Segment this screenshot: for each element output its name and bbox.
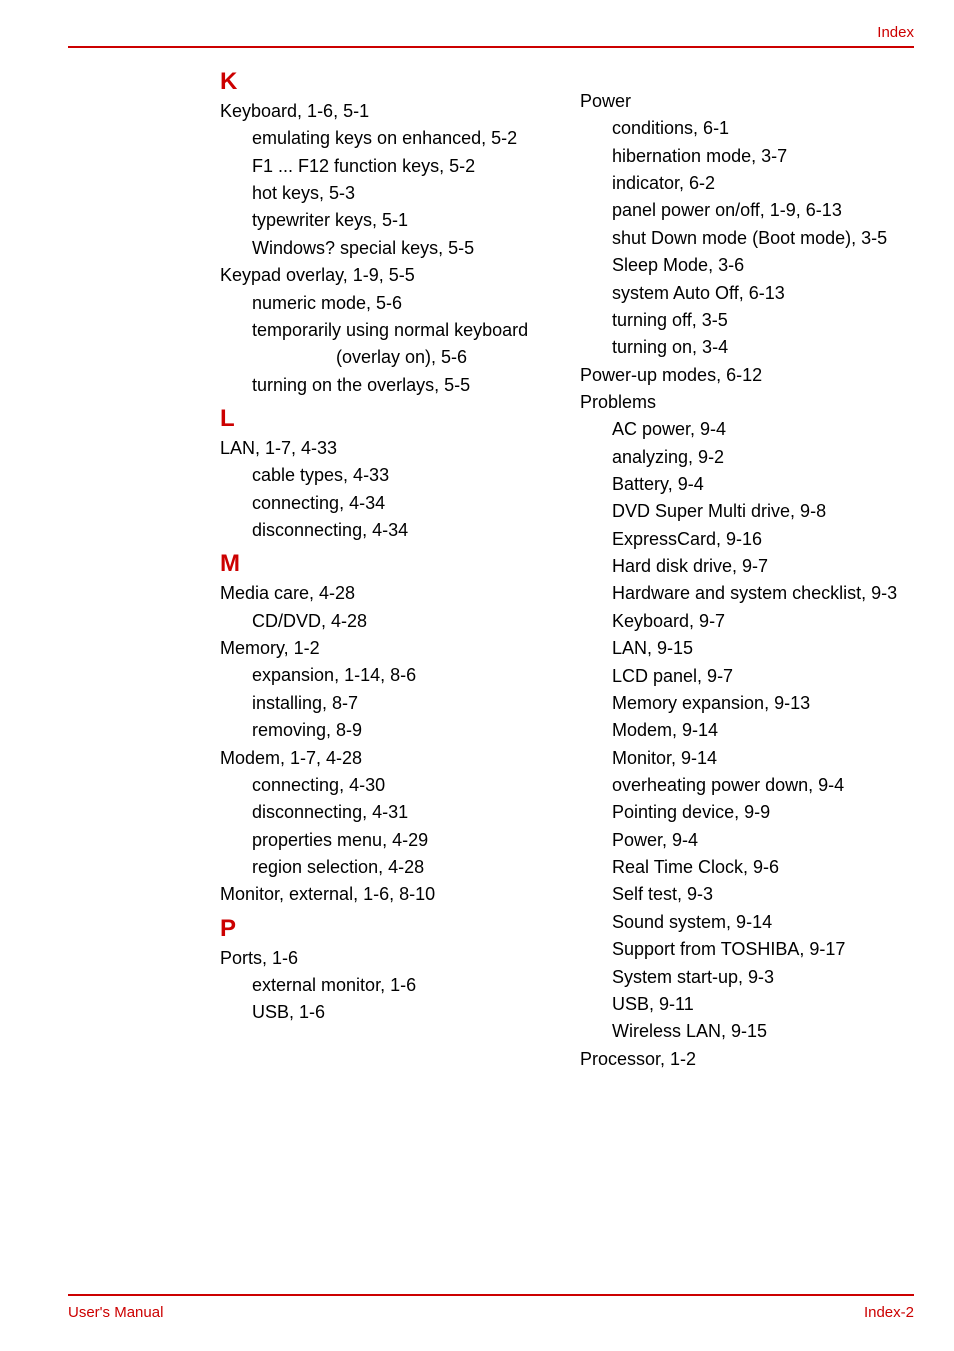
index-entry[interactable]: Power-up modes, 6-12 [580,362,914,389]
index-entry[interactable]: disconnecting, 4-31 [220,799,554,826]
index-entry[interactable]: Battery, 9-4 [580,471,914,498]
index-entry[interactable]: ExpressCard, 9-16 [580,526,914,553]
header-rule [68,46,914,48]
index-letter-l: L [220,405,554,433]
index-letter-p: P [220,915,554,943]
index-entry[interactable]: Power [580,88,914,115]
index-entry[interactable]: Hardware and system checklist, 9-3 [580,580,914,607]
index-entry[interactable]: LCD panel, 9-7 [580,663,914,690]
index-entry[interactable]: conditions, 6-1 [580,115,914,142]
index-entry[interactable]: region selection, 4-28 [220,854,554,881]
index-entry[interactable]: Monitor, 9-14 [580,745,914,772]
index-column-left: K Keyboard, 1-6, 5-1emulating keys on en… [220,62,554,1073]
index-entry[interactable]: Pointing device, 9-9 [580,799,914,826]
index-entry[interactable]: Hard disk drive, 9-7 [580,553,914,580]
index-entry[interactable]: Modem, 1-7, 4-28 [220,745,554,772]
index-entry[interactable]: Sound system, 9-14 [580,909,914,936]
index-entry[interactable]: temporarily using normal keyboard (overl… [220,317,554,372]
index-entry[interactable]: Media care, 4-28 [220,580,554,607]
index-entry[interactable]: turning on the overlays, 5-5 [220,372,554,399]
index-entry[interactable]: external monitor, 1-6 [220,972,554,999]
index-entry[interactable]: Monitor, external, 1-6, 8-10 [220,881,554,908]
index-entry[interactable]: panel power on/off, 1-9, 6-13 [580,197,914,224]
index-entry[interactable]: expansion, 1-14, 8-6 [220,662,554,689]
index-entry[interactable]: turning off, 3-5 [580,307,914,334]
index-entry[interactable]: Keypad overlay, 1-9, 5-5 [220,262,554,289]
index-entry[interactable]: USB, 1-6 [220,999,554,1026]
index-entry[interactable]: CD/DVD, 4-28 [220,608,554,635]
index-entry[interactable]: Memory, 1-2 [220,635,554,662]
index-column-right: Powerconditions, 6-1hibernation mode, 3-… [580,62,914,1073]
index-entry[interactable]: Keyboard, 1-6, 5-1 [220,98,554,125]
header-section-label: Index [877,24,914,41]
index-entry[interactable]: cable types, 4-33 [220,462,554,489]
index-entry[interactable]: analyzing, 9-2 [580,444,914,471]
index-entry[interactable]: emulating keys on enhanced, 5-2 [220,125,554,152]
index-entry[interactable]: connecting, 4-34 [220,490,554,517]
index-entry[interactable]: Support from TOSHIBA, 9-17 [580,936,914,963]
index-entries-m: Media care, 4-28CD/DVD, 4-28Memory, 1-2e… [220,580,554,908]
index-entry[interactable]: F1 ... F12 function keys, 5-2 [220,153,554,180]
index-entry[interactable]: Processor, 1-2 [580,1046,914,1073]
index-entry[interactable]: USB, 9-11 [580,991,914,1018]
index-entry[interactable]: Ports, 1-6 [220,945,554,972]
index-entry[interactable]: Wireless LAN, 9-15 [580,1018,914,1045]
index-entry[interactable]: LAN, 9-15 [580,635,914,662]
index-entry[interactable]: DVD Super Multi drive, 9-8 [580,498,914,525]
index-entries-l: LAN, 1-7, 4-33cable types, 4-33connectin… [220,435,554,544]
index-entry[interactable]: typewriter keys, 5-1 [220,207,554,234]
index-entries-p: Ports, 1-6external monitor, 1-6USB, 1-6 [220,945,554,1027]
index-entry[interactable]: Sleep Mode, 3-6 [580,252,914,279]
footer-right: Index-2 [864,1304,914,1321]
index-entry[interactable]: Problems [580,389,914,416]
index-letter-m: M [220,550,554,578]
index-entry[interactable]: turning on, 3-4 [580,334,914,361]
index-entry[interactable]: LAN, 1-7, 4-33 [220,435,554,462]
index-entry[interactable]: installing, 8-7 [220,690,554,717]
index-entry[interactable]: hibernation mode, 3-7 [580,143,914,170]
index-entries-k: Keyboard, 1-6, 5-1emulating keys on enha… [220,98,554,399]
index-entry[interactable]: indicator, 6-2 [580,170,914,197]
index-entry[interactable]: System start-up, 9-3 [580,964,914,991]
index-content: K Keyboard, 1-6, 5-1emulating keys on en… [220,62,914,1073]
index-entry[interactable]: Windows? special keys, 5-5 [220,235,554,262]
index-entry[interactable]: Real Time Clock, 9-6 [580,854,914,881]
index-entry[interactable]: Memory expansion, 9-13 [580,690,914,717]
index-entry[interactable]: shut Down mode (Boot mode), 3-5 [580,225,914,252]
index-entry[interactable]: system Auto Off, 6-13 [580,280,914,307]
index-entry[interactable]: Keyboard, 9-7 [580,608,914,635]
index-entry[interactable]: numeric mode, 5-6 [220,290,554,317]
index-entry[interactable]: Power, 9-4 [580,827,914,854]
footer-left: User's Manual [68,1304,163,1321]
index-entry[interactable]: hot keys, 5-3 [220,180,554,207]
index-entry[interactable]: removing, 8-9 [220,717,554,744]
index-entry[interactable]: Modem, 9-14 [580,717,914,744]
index-entry[interactable]: properties menu, 4-29 [220,827,554,854]
index-entry[interactable]: disconnecting, 4-34 [220,517,554,544]
index-entry[interactable]: connecting, 4-30 [220,772,554,799]
index-entry[interactable]: AC power, 9-4 [580,416,914,443]
index-letter-k: K [220,68,554,96]
index-entries-p-continued: Powerconditions, 6-1hibernation mode, 3-… [580,88,914,1073]
footer-rule [68,1294,914,1296]
index-entry[interactable]: overheating power down, 9-4 [580,772,914,799]
index-entry[interactable]: Self test, 9-3 [580,881,914,908]
